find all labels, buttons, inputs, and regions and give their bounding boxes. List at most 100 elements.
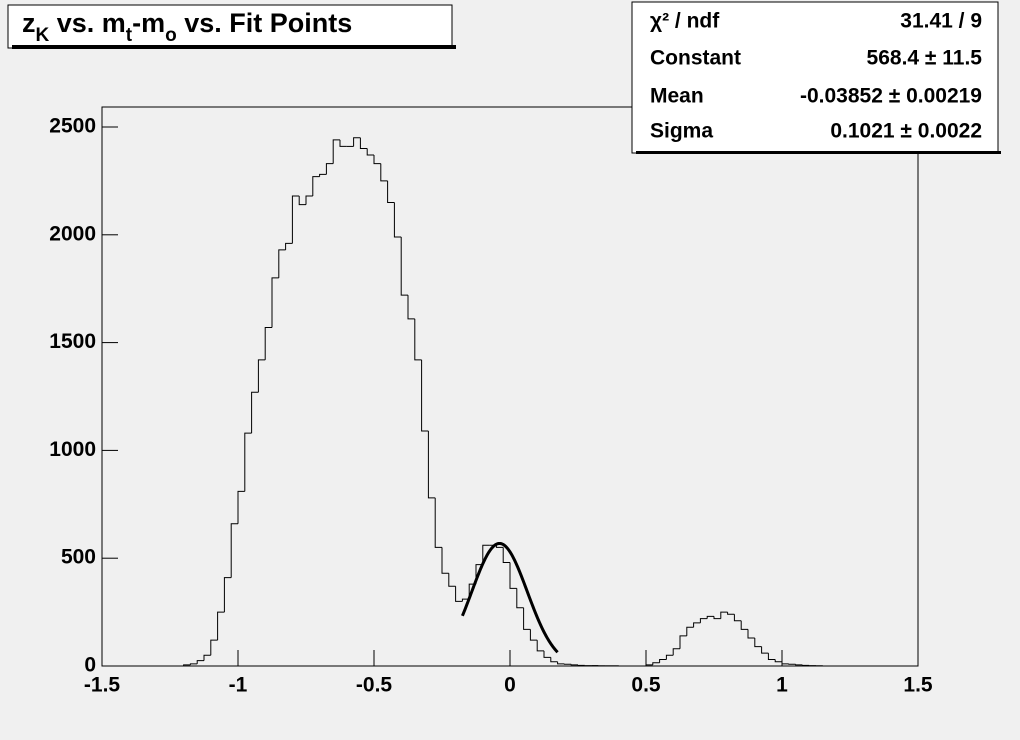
histogram-bin (495, 545, 504, 548)
title-box (7, 4, 453, 49)
x-tick-label: 1.5 (903, 674, 933, 697)
title-run: K (36, 25, 50, 46)
stats-value: 0.1021 ± 0.0022 (830, 120, 982, 143)
histogram-bin (570, 664, 578, 666)
histogram-bin (251, 391, 259, 434)
x-tick-label: 1 (776, 674, 788, 697)
histogram-bin (366, 148, 374, 156)
histogram-bin (285, 242, 293, 250)
title-run: vs. Fit Points (177, 8, 353, 38)
histogram-bin (557, 661, 565, 665)
histogram-bin (686, 626, 694, 636)
histogram-bin (754, 637, 762, 648)
x-tick-label: 0 (504, 674, 516, 697)
histogram-bin (189, 663, 198, 665)
histogram-bin (455, 586, 463, 602)
histogram-bin (359, 137, 368, 150)
histogram-bin (427, 430, 436, 499)
stats-value: 31.41 / 9 (900, 10, 982, 33)
histogram-bin (761, 646, 769, 654)
x-tick-label: -0.5 (356, 674, 393, 697)
histogram-bin (210, 639, 218, 656)
histogram-bin (482, 544, 490, 565)
histogram-bin (502, 547, 510, 564)
histogram-bin (434, 497, 442, 548)
histogram-bin (183, 664, 191, 666)
histogram-bin (339, 139, 347, 147)
stats-label: Sigma (650, 120, 713, 143)
histogram-bin (679, 635, 687, 649)
histogram-bin (319, 173, 327, 177)
histogram-bin (387, 180, 395, 203)
histogram-bin (523, 607, 531, 630)
histogram-bin (325, 163, 334, 175)
histogram-bin (461, 598, 470, 602)
histogram-bin (516, 588, 524, 609)
histogram-bin (312, 176, 320, 196)
histogram-bin (257, 359, 266, 393)
y-tick-label: 500 (61, 546, 96, 569)
histogram-bin (652, 662, 660, 665)
stats-label: χ² / ndf (650, 10, 720, 33)
stats-box (631, 1, 999, 154)
histogram-bin (373, 155, 381, 165)
histogram-bin (203, 654, 211, 661)
histogram-bin (230, 523, 238, 578)
histogram-bin (699, 618, 708, 623)
x-tick-label: -1.5 (84, 674, 121, 697)
histogram-bin (529, 629, 538, 641)
histogram-bin (196, 660, 204, 664)
histogram-bin (781, 661, 789, 665)
histogram-bin (693, 622, 701, 628)
histogram-bin (536, 640, 544, 652)
x-tick-label: 0.5 (631, 674, 661, 697)
histogram-bin (271, 277, 279, 328)
histogram-bin (733, 614, 742, 622)
stats-value: 568.4 ± 11.5 (867, 47, 983, 70)
title-shadow (12, 45, 456, 49)
title-run: -m (132, 8, 165, 38)
histogram-bin (720, 611, 728, 619)
y-tick-label: 1000 (49, 438, 96, 461)
stats-shadow (636, 151, 1001, 154)
histogram-bin (400, 236, 408, 296)
histogram-bin (298, 195, 306, 206)
histogram-bin (332, 139, 340, 164)
histogram-bin (550, 657, 558, 663)
histogram-bin (795, 664, 803, 666)
y-tick-label: 2000 (49, 222, 96, 245)
fit-curve (461, 541, 559, 654)
histogram-bin (774, 659, 782, 663)
histogram-bin (740, 620, 748, 630)
histogram-bin (543, 650, 551, 658)
histogram-bin (291, 195, 300, 244)
chart-title: zK vs. mt-mo vs. Fit Points (22, 8, 352, 45)
histogram-bin (393, 202, 402, 238)
histogram-bin (706, 615, 714, 619)
histogram-bin (223, 577, 232, 613)
histogram-bin (380, 163, 388, 182)
histogram-bin (217, 611, 225, 641)
title-run: t (126, 25, 133, 46)
histogram-bin (713, 616, 721, 620)
histogram-bin (244, 432, 252, 492)
stats-label: Constant (650, 47, 741, 70)
histogram-bin (237, 490, 245, 524)
histogram-bin (747, 629, 755, 639)
histogram-bin (672, 648, 680, 656)
histogram-bin (305, 195, 313, 205)
histogram-bin (645, 664, 653, 666)
x-tick-label: -1 (229, 674, 248, 697)
histogram-bin (264, 327, 272, 360)
histogram-bin (665, 654, 674, 660)
title-run: vs. m (49, 8, 126, 38)
histogram-bin (414, 318, 422, 361)
stats-value: -0.03852 ± 0.00219 (800, 85, 982, 108)
y-tick-label: 0 (84, 654, 96, 677)
histogram-bin (407, 295, 415, 320)
title-run: o (165, 25, 177, 46)
histogram-bin (727, 612, 735, 615)
y-tick-label: 1500 (49, 330, 96, 353)
histogram-bin (448, 573, 456, 587)
